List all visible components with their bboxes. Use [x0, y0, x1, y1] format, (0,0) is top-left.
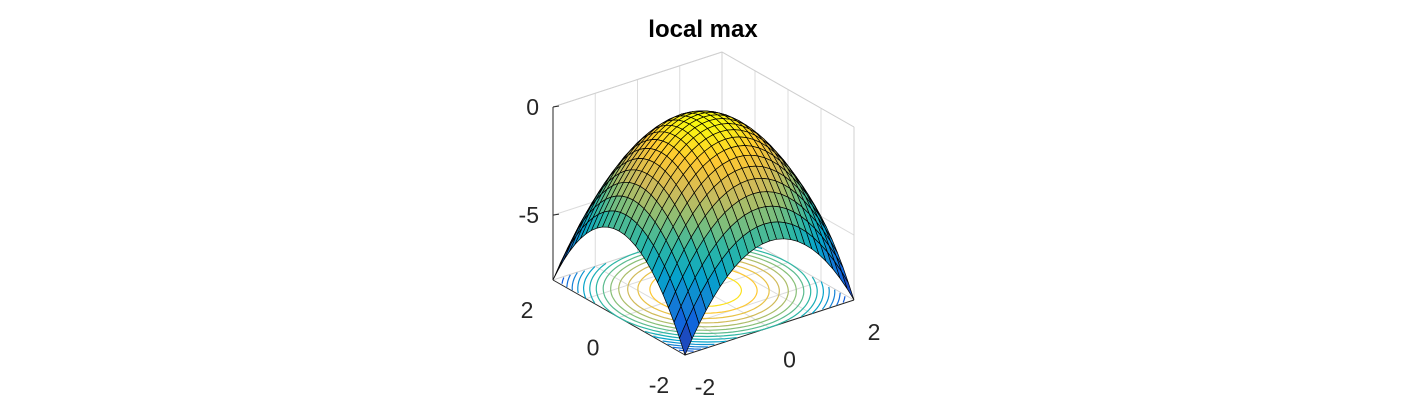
x-tick-label: 0 — [783, 347, 796, 373]
contour-line — [800, 276, 818, 318]
surface-patch — [679, 321, 693, 356]
contour-line — [561, 277, 565, 284]
z-tick-label: 0 — [526, 94, 539, 120]
contour-line — [582, 266, 596, 299]
contour-line — [589, 262, 607, 304]
surface-mesh — [552, 110, 855, 356]
contour-line — [829, 289, 836, 308]
box-edge — [721, 51, 855, 128]
y-tick-label: 2 — [521, 297, 534, 323]
contour-line — [842, 296, 846, 303]
z-tick-mark — [552, 213, 560, 216]
contour-line — [836, 292, 841, 306]
x-tick-label: -2 — [695, 374, 715, 400]
y-tick-label: -2 — [649, 372, 669, 398]
x-tick-label: 2 — [868, 319, 881, 345]
surface-patch — [841, 271, 855, 301]
contour-line — [571, 272, 578, 291]
contour-line — [821, 286, 830, 310]
z-tick-label: -5 — [519, 202, 539, 228]
contour-line — [566, 274, 571, 288]
contour-line — [811, 281, 825, 314]
z-tick-mark — [552, 105, 560, 108]
chart-title: local max — [648, 16, 758, 43]
tick-labels: 0 -5 -2 0 2 -2 0 2 — [519, 94, 881, 400]
y-tick-label: 0 — [587, 335, 600, 361]
contour-line — [577, 270, 586, 294]
box-edge — [552, 51, 723, 108]
